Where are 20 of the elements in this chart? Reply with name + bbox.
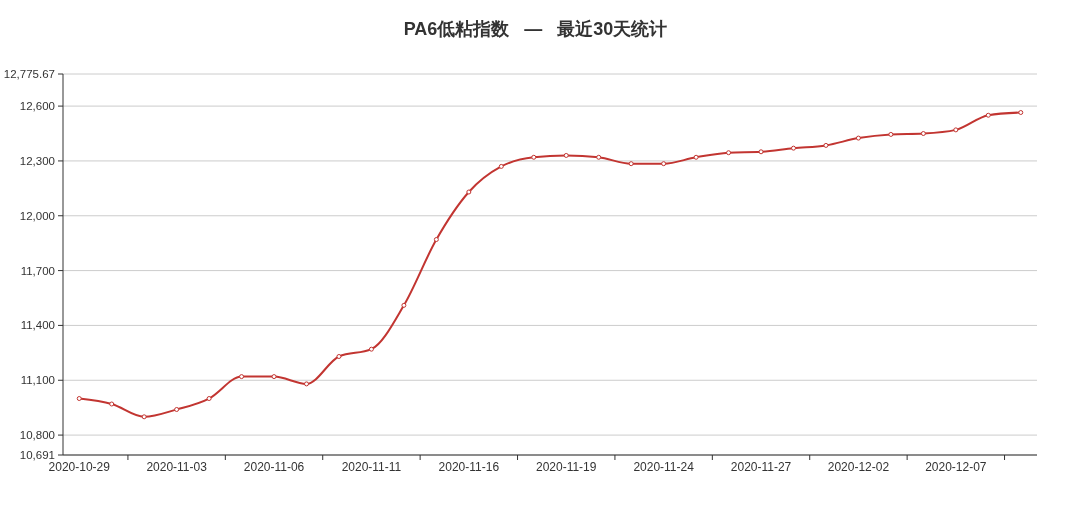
chart-title: PA6低粘指数 — 最近30天统计 (403, 19, 668, 39)
x-tick-label: 2020-11-03 (146, 460, 208, 474)
x-tick-label: 2020-12-02 (827, 460, 890, 474)
y-tick-label: 11,100 (20, 374, 55, 387)
y-tick-label: 12,300 (19, 154, 55, 167)
x-tick-label: 2020-11-27 (730, 460, 792, 474)
y-tick-label: 12,775.67 (3, 68, 55, 81)
y-tick-label: 11,700 (20, 264, 55, 277)
y-tick-label: 11,400 (20, 319, 55, 332)
y-tick-label: 12,000 (19, 209, 55, 222)
y-tick-label: 12,600 (19, 100, 55, 113)
x-tick-label: 2020-12-07 (925, 460, 987, 474)
x-tick-label: 2020-11-24 (633, 460, 695, 474)
x-tick-label: 2020-11-16 (438, 460, 500, 474)
y-tick-label: 10,800 (19, 429, 55, 442)
x-tick-label: 2020-11-19 (535, 460, 597, 474)
y-tick-label: 10,691 (19, 449, 55, 462)
x-tick-label: 2020-11-11 (341, 460, 402, 474)
x-tick-label: 2020-10-29 (48, 460, 111, 474)
x-tick-label: 2020-11-06 (243, 460, 305, 474)
